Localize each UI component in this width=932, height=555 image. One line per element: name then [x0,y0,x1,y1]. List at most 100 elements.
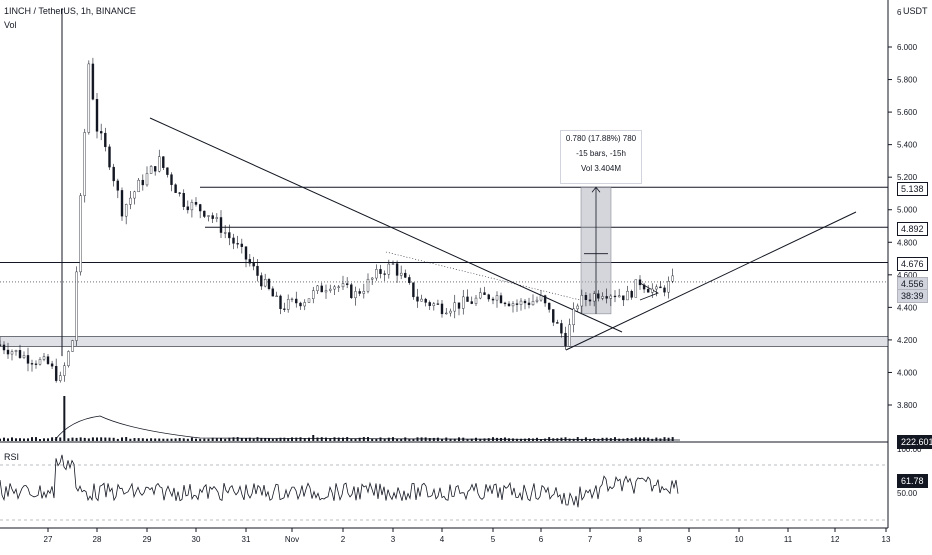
volume-bar [125,437,128,441]
candle-body [466,296,469,302]
candle-body [531,301,535,306]
candle-body [83,132,86,196]
time-tick-label: 2 [341,535,346,544]
candle-body [186,206,190,211]
candle-body [232,237,235,244]
candle-body [333,286,336,290]
volume-bar [47,438,49,441]
vol-label: Vol [4,20,17,30]
candle-body [449,310,452,314]
candle-body [71,340,74,352]
volume-bar [264,438,267,441]
volume-bar [470,438,473,441]
volume-bar [371,438,374,441]
volume-bar [303,438,306,441]
candle-body [116,180,120,191]
volume-bar [396,438,399,441]
candle-body [194,202,198,205]
time-tick-label: 31 [242,535,251,544]
volume-bar [141,438,144,441]
volume-bar [27,438,29,441]
candle-body [483,292,486,295]
candle-body [375,269,378,279]
candle-body [240,243,244,247]
candle-body [659,286,662,289]
ascending-trendline [565,211,857,351]
volume-bar [512,438,514,441]
volume-bar [453,438,456,441]
volume-bar [96,437,98,441]
price-tick-label: 5.200 [897,173,918,182]
volume-bar [71,437,74,441]
candle-body [383,273,386,275]
candle-body [162,156,165,168]
candle-body [124,204,128,217]
volume-bar [643,437,646,441]
volume-bar [260,437,263,441]
candle-body [170,174,173,185]
candle-body [0,344,2,346]
candle-body [646,288,650,293]
dotted-trendline [385,251,581,301]
volume-bar [295,437,298,441]
candle-body [597,293,600,299]
volume-bar [540,438,542,441]
candle-body [283,308,286,310]
candle-body [671,275,674,282]
volume-ma-line [54,415,681,441]
candle-body [399,272,403,276]
price-tick-label: 5.000 [897,206,918,215]
price-tick-label: 4.400 [897,303,918,312]
volume-bar [408,438,411,441]
volume-bar [83,437,86,441]
volume-bar [7,438,9,441]
currency-label: USDT [903,6,928,16]
time-tick-label: 3 [391,535,396,544]
volume-bar [15,438,17,441]
candle-body [104,132,107,148]
volume-bar [112,437,115,441]
measure-tooltip: 0.780 (17.88%) 780 -15 bars, -15h Vol 3.… [560,130,642,184]
symbol-label: 1INCH / TetherUS, 1h, BINANCE [4,6,136,16]
candle-body [236,243,239,245]
candle-body [137,179,140,193]
candle-body [580,295,584,307]
candle-body [605,296,608,299]
volume-bar [333,437,336,441]
candle-body [379,269,382,274]
volume-bar [0,438,1,441]
volume-bar [375,438,378,441]
candle-body [547,302,551,310]
candle-body [271,288,275,297]
volume-bar [133,438,136,441]
candle-body [95,99,99,132]
candle-body [290,298,294,300]
candle-body [316,285,319,291]
candle-body [362,290,366,294]
candle-body [424,298,427,303]
volume-bar [524,438,526,441]
candle-body [617,295,621,298]
volume-bar [291,437,293,441]
volume-bar [647,437,650,441]
volume-bar [104,437,107,441]
candle-body [267,279,271,289]
volume-bar [466,438,469,441]
volume-bar [100,437,103,441]
candle-body [203,210,206,217]
volume-bar [186,438,189,441]
volume-bar [412,438,415,441]
time-tick-label: 8 [638,535,643,544]
volume-bar [178,438,181,441]
price-tick-label: 4.800 [897,238,918,247]
time-tick-label: 29 [143,535,152,544]
candle-body [470,301,473,304]
candle-body [420,298,423,302]
candle-body [158,156,161,172]
candle-body [491,298,495,301]
candle-body [6,349,10,355]
time-tick-label: 11 [784,535,793,544]
candle-body [337,286,340,288]
candle-body [552,309,555,323]
